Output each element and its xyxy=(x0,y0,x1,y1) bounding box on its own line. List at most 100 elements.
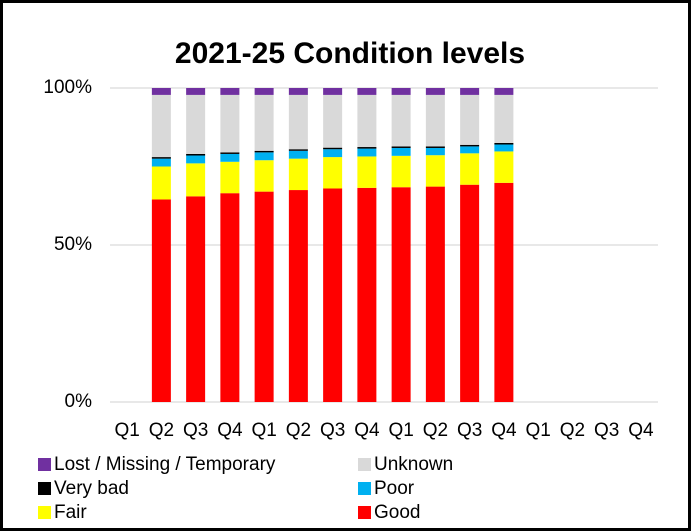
y-tick-label: 100% xyxy=(43,77,92,98)
bar-segment xyxy=(323,149,343,158)
bar-segment xyxy=(186,88,206,95)
chart-title: 2021-25 Condition levels xyxy=(175,37,525,70)
x-tick-label: Q4 xyxy=(217,420,243,441)
x-tick-label: Q1 xyxy=(388,420,413,441)
bar-segment xyxy=(254,152,274,161)
bar-segment xyxy=(494,144,514,152)
bar-segment xyxy=(288,158,308,191)
bar-segment xyxy=(186,163,206,197)
x-tick-label: Q2 xyxy=(149,420,174,441)
x-tick-label: Q3 xyxy=(320,420,345,441)
bar-segment xyxy=(254,94,274,151)
x-tick-label: Q4 xyxy=(628,420,654,441)
legend-label: Very bad xyxy=(54,478,129,499)
bar-segment xyxy=(391,88,411,95)
bar-segment xyxy=(494,94,514,143)
bar-segment xyxy=(391,187,411,402)
bar-segment xyxy=(220,153,240,162)
bar-segment xyxy=(323,88,343,95)
y-tick-label: 50% xyxy=(54,234,92,255)
legend-swatch xyxy=(358,506,371,519)
legend-swatch xyxy=(358,482,371,495)
bar-segment xyxy=(460,88,480,95)
bar-segment xyxy=(357,148,377,157)
x-tick-label: Q3 xyxy=(457,420,482,441)
bar-segment xyxy=(391,146,411,148)
bar-segment xyxy=(460,184,480,402)
bar-segment xyxy=(254,191,274,402)
x-tick-label: Q2 xyxy=(560,420,585,441)
y-tick-label: 0% xyxy=(65,391,93,412)
x-tick-label: Q3 xyxy=(183,420,208,441)
bar-segment xyxy=(425,94,445,147)
bar-segment xyxy=(288,190,308,402)
legend-swatch xyxy=(38,458,51,471)
bar-segment xyxy=(494,142,514,145)
x-tick-label: Q1 xyxy=(114,420,139,441)
bar-segment xyxy=(425,155,445,187)
legend-label: Unknown xyxy=(374,454,453,475)
bar-segment xyxy=(323,157,343,189)
bar-segment xyxy=(460,153,480,185)
legend-swatch xyxy=(358,458,371,471)
bar-segment xyxy=(220,152,240,154)
bar-segment xyxy=(425,147,445,156)
bar-segment xyxy=(254,160,274,192)
bar-segment xyxy=(254,88,274,95)
bar-segment xyxy=(460,146,480,154)
bar-segment xyxy=(391,155,411,188)
bar-segment xyxy=(151,88,171,95)
bar-segment xyxy=(323,147,343,150)
bar-segment xyxy=(357,187,377,402)
bar-segment xyxy=(151,157,171,159)
bar-segment xyxy=(288,149,308,151)
bar-segment xyxy=(288,150,308,159)
bar-segment xyxy=(460,94,480,145)
legend-label: Fair xyxy=(54,502,87,523)
bar-segment xyxy=(186,153,206,156)
bar-segment xyxy=(425,186,445,402)
bar-segment xyxy=(357,147,377,149)
x-tick-label: Q4 xyxy=(491,420,517,441)
x-tick-label: Q1 xyxy=(525,420,550,441)
bar-segment xyxy=(391,147,411,156)
legend-label: Poor xyxy=(374,478,415,499)
bar-segment xyxy=(254,150,274,153)
x-tick-label: Q1 xyxy=(251,420,276,441)
legend-swatch xyxy=(38,506,51,519)
bar-segment xyxy=(288,94,308,150)
legend-label: Good xyxy=(374,502,420,523)
x-tick-label: Q2 xyxy=(286,420,311,441)
legend-label: Lost / Missing / Temporary xyxy=(54,454,276,475)
bar-segment xyxy=(357,156,377,188)
bar-segment xyxy=(391,94,411,147)
legend-swatch xyxy=(38,482,51,495)
bar-segment xyxy=(186,94,206,154)
bar-segment xyxy=(425,88,445,95)
bar-segment xyxy=(288,88,308,95)
bar-segment xyxy=(357,94,377,148)
x-tick-label: Q3 xyxy=(594,420,619,441)
bar-segment xyxy=(494,182,514,402)
bar-segment xyxy=(425,146,445,148)
bar-segment xyxy=(151,94,171,158)
bar-segment xyxy=(494,88,514,95)
bar-segment xyxy=(220,193,240,402)
bar-segment xyxy=(323,94,343,148)
bar-segment xyxy=(186,196,206,402)
bar-segment xyxy=(460,144,480,147)
bar-segment xyxy=(494,151,514,183)
bar-segment xyxy=(151,166,171,200)
bar-segment xyxy=(186,155,206,164)
bar-segment xyxy=(220,94,240,153)
bar-segment xyxy=(151,158,171,167)
bar-segment xyxy=(323,188,343,402)
bar-segment xyxy=(220,88,240,95)
x-tick-label: Q4 xyxy=(354,420,380,441)
bar-segment xyxy=(151,199,171,402)
bar-segment xyxy=(220,161,240,194)
bar-segment xyxy=(357,88,377,95)
x-tick-label: Q2 xyxy=(423,420,448,441)
